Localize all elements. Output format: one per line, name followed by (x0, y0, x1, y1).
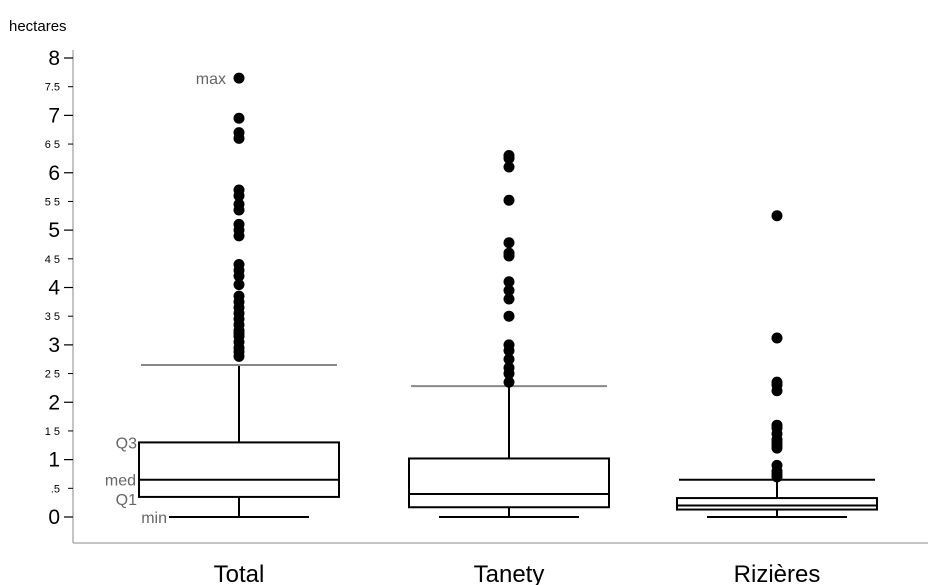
outlier-point (233, 184, 245, 196)
y-axis-unit-label: hectares (9, 18, 67, 35)
outlier-point (503, 293, 515, 305)
y-major-tick-label: 8 (48, 47, 60, 70)
outlier-point (503, 310, 515, 322)
outlier-point (503, 161, 515, 173)
y-major-tick-label: 4 (48, 277, 60, 300)
outlier-point (771, 376, 783, 388)
x-category-label: Tanety (474, 561, 545, 585)
outlier-point (233, 198, 245, 210)
y-minor-tick-label: 3 5 (45, 311, 60, 323)
annotation-min: min (141, 510, 167, 527)
outlier-point (233, 218, 245, 230)
outlier-point (503, 150, 515, 162)
x-category-label: Total (214, 561, 265, 585)
iqr-box (138, 441, 340, 498)
x-axis-labels: Total Tanety Rizières (214, 561, 821, 585)
box-rizières (676, 210, 878, 518)
y-minor-tick-label: 5 5 (45, 196, 60, 208)
outlier-point (771, 210, 783, 222)
y-major-tick-label: 1 (48, 449, 60, 472)
y-major-tick-label: 2 (48, 391, 60, 414)
outlier-point (503, 276, 515, 288)
outlier-point (233, 112, 245, 124)
outlier-point (771, 332, 783, 344)
outlier-point (233, 127, 245, 139)
y-major-tick-label: 7 (48, 104, 60, 127)
annotation-q1: Q1 (116, 492, 137, 509)
y-minor-tick-label: 2 5 (45, 369, 60, 381)
box-plots (138, 72, 878, 518)
annotation-q3: Q3 (116, 435, 137, 452)
y-minor-tick-label: 6 5 (45, 139, 60, 151)
iqr-box (676, 497, 878, 511)
y-axis-ticks: 0 1 2 3 4 5 6 7 8 .5 1 5 2 5 3 5 4 5 5 5 6 5 7.5 (45, 47, 73, 529)
outlier-point (233, 279, 245, 291)
outlier-point (771, 419, 783, 431)
outlier-point (771, 459, 783, 471)
outlier-point (233, 72, 245, 84)
y-major-tick-label: 3 (48, 334, 60, 357)
outlier-point (503, 237, 515, 249)
outlier-point (503, 339, 515, 351)
outlier-point (503, 362, 515, 374)
annotation-median: med (105, 473, 136, 490)
box-total (138, 72, 340, 518)
axes (72, 50, 928, 544)
annotation-max: max (196, 71, 226, 88)
outlier-point (503, 284, 515, 296)
y-minor-tick-label: 4 5 (45, 254, 60, 266)
x-category-label: Rizières (734, 561, 821, 585)
iqr-box (408, 457, 610, 509)
outlier-point (503, 247, 515, 259)
y-minor-tick-label: 7.5 (45, 82, 60, 94)
y-major-tick-label: 5 (48, 219, 60, 242)
box-tanety (408, 150, 610, 518)
y-major-tick-label: 0 (48, 506, 60, 529)
y-minor-tick-label: .5 (51, 483, 60, 495)
y-major-tick-label: 6 (48, 162, 60, 185)
outlier-point (503, 194, 515, 206)
outlier-point (233, 290, 245, 302)
outlier-point (233, 259, 245, 271)
outlier-point (503, 376, 515, 388)
y-minor-tick-label: 1 5 (45, 426, 60, 438)
outlier-point (503, 353, 515, 365)
